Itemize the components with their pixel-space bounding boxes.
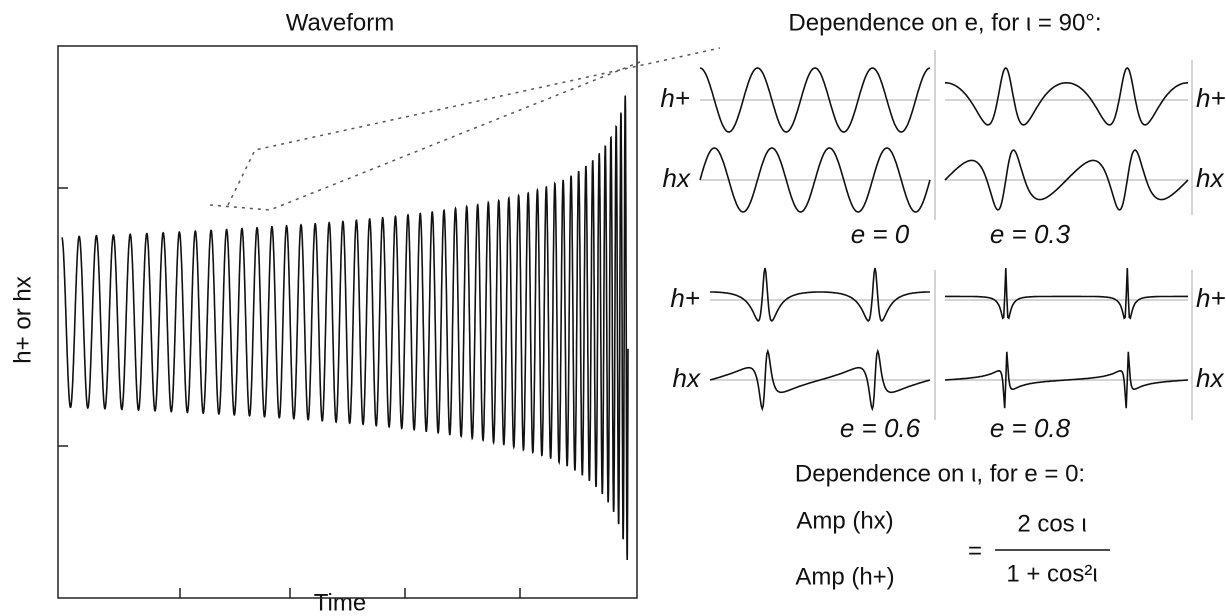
panel-label: e = 0.3 — [990, 219, 1071, 249]
plus-label: h+ — [670, 283, 700, 313]
waveform-title: Waveform — [286, 9, 394, 36]
panel-label: e = 0.6 — [840, 413, 921, 443]
plus-label: h+ — [660, 83, 690, 113]
panel-label: e = 0.8 — [990, 413, 1071, 443]
y-label: h+ or hx — [9, 276, 36, 363]
denominator: 1 + cos²ι — [1006, 560, 1097, 587]
cross-label: hx — [1196, 163, 1224, 193]
plus-waveform — [945, 267, 1188, 320]
cross-waveform — [944, 351, 1189, 409]
plus-waveform — [710, 267, 930, 322]
amp-cross: Amp (hx) — [796, 507, 893, 534]
plus-waveform — [699, 67, 931, 133]
cross-waveform — [709, 348, 931, 412]
eccentricity-title: Dependence on e, for ι = 90°: — [788, 9, 1101, 36]
equals: = — [968, 537, 982, 564]
numerator: 2 cos ι — [1017, 510, 1086, 537]
cross-waveform — [699, 147, 931, 213]
zoom-lines — [209, 47, 721, 211]
plot-frame — [57, 45, 638, 599]
plus-label: h+ — [1196, 83, 1226, 113]
ticks — [58, 187, 521, 598]
cross-label: hx — [663, 163, 691, 193]
x-label: Time — [314, 589, 366, 616]
inclination-title: Dependence on ι, for e = 0: — [795, 460, 1085, 487]
plus-waveform — [945, 67, 1188, 126]
chirp-waveform — [61, 95, 629, 561]
cross-waveform — [944, 149, 1189, 211]
plus-label: h+ — [1196, 283, 1226, 313]
amp-plus: Amp (h+) — [795, 563, 894, 590]
cross-label: hx — [1196, 363, 1224, 393]
cross-label: hx — [673, 363, 701, 393]
panel-dividers — [934, 50, 1193, 420]
panel-label: e = 0 — [851, 219, 910, 249]
